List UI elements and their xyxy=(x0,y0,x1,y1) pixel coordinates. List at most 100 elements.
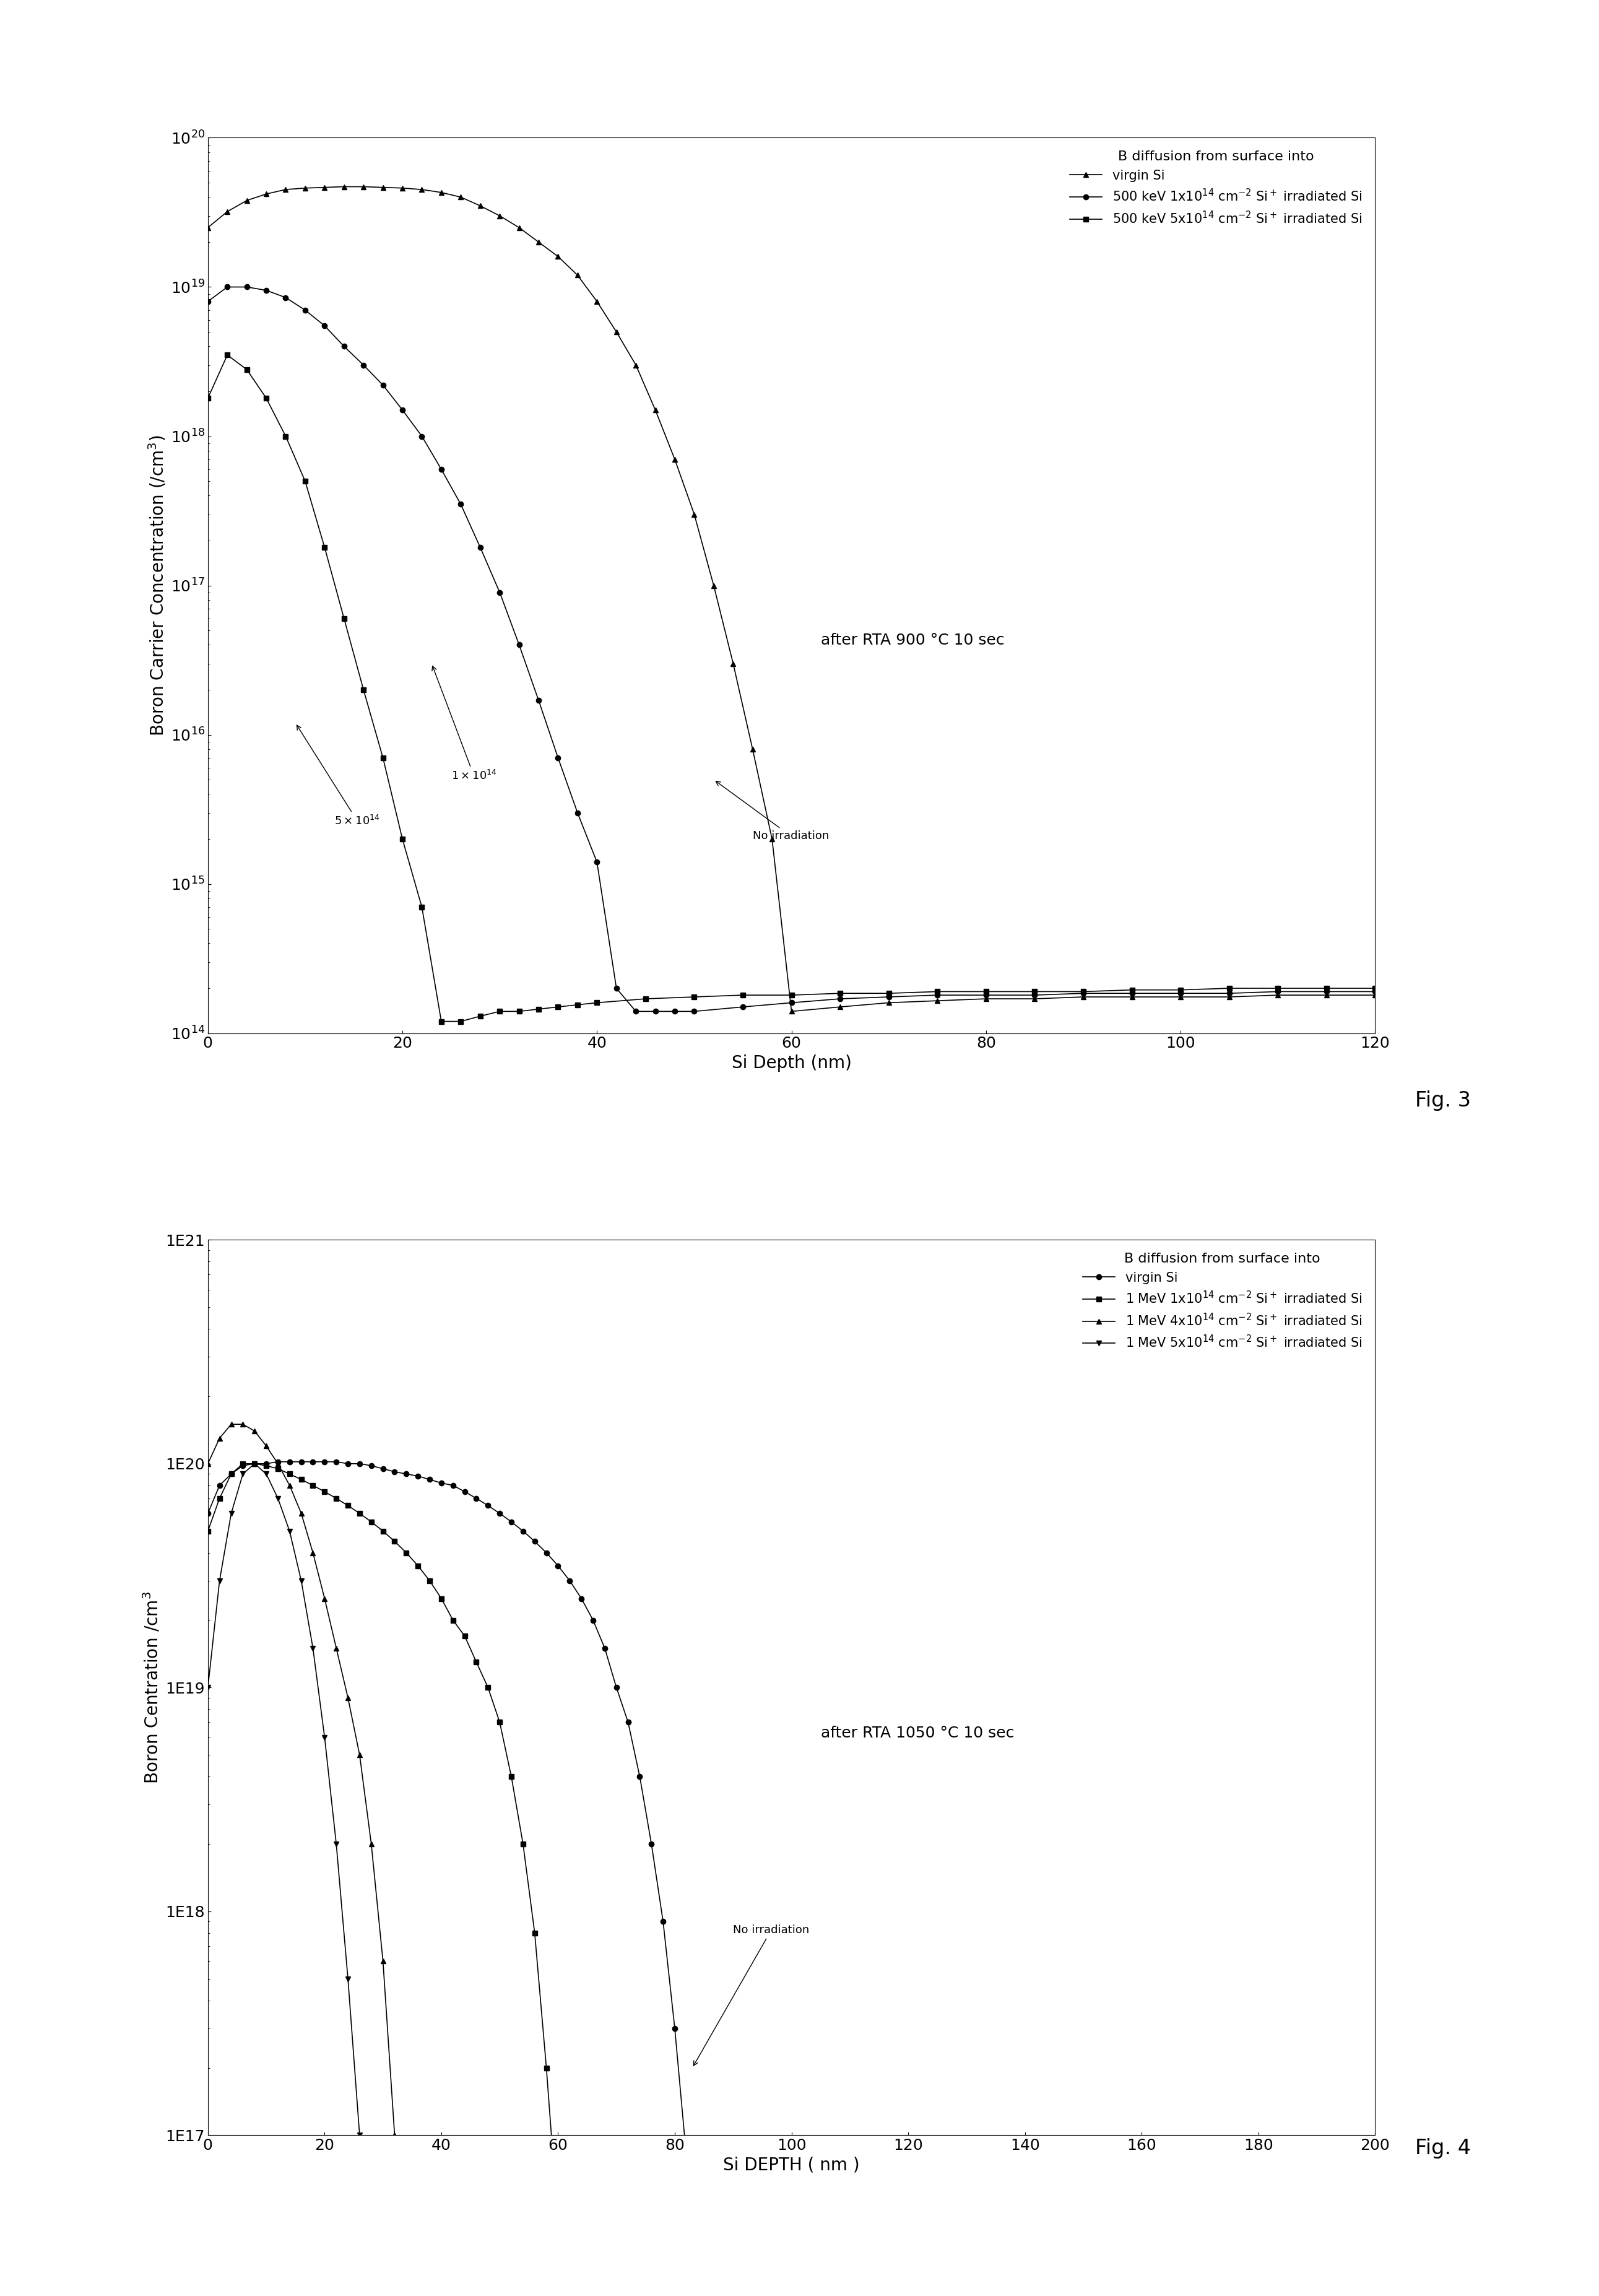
500 keV 1x10$^{14}$ cm$^{-2}$ Si$^+$ irradiated Si xyxy=(1075,980,1094,1008)
Text: after RTA 900 °C 10 sec: after RTA 900 °C 10 sec xyxy=(820,634,1004,647)
1 MeV 4x10$^{14}$ cm$^{-2}$ Si$^+$ irradiated Si xyxy=(233,1410,253,1437)
virgin Si xyxy=(744,735,763,762)
500 keV 1x10$^{14}$ cm$^{-2}$ Si$^+$ irradiated Si xyxy=(374,372,393,400)
virgin Si xyxy=(1366,980,1385,1008)
virgin Si xyxy=(548,1552,568,1580)
500 keV 5x10$^{14}$ cm$^{-2}$ Si$^+$ irradiated Si xyxy=(510,999,529,1026)
500 keV 1x10$^{14}$ cm$^{-2}$ Si$^+$ irradiated Si xyxy=(734,994,753,1022)
500 keV 5x10$^{14}$ cm$^{-2}$ Si$^+$ irradiated Si xyxy=(413,893,432,921)
1 MeV 4x10$^{14}$ cm$^{-2}$ Si$^+$ irradiated Si xyxy=(304,1538,323,1566)
1 MeV 5x10$^{14}$ cm$^{-2}$ Si$^+$ irradiated Si xyxy=(291,1566,310,1593)
500 keV 1x10$^{14}$ cm$^{-2}$ Si$^+$ irradiated Si xyxy=(587,850,606,877)
500 keV 5x10$^{14}$ cm$^{-2}$ Si$^+$ irradiated Si xyxy=(198,383,217,411)
1 MeV 1x10$^{14}$ cm$^{-2}$ Si$^+$ irradiated Si xyxy=(537,2055,556,2082)
virgin Si xyxy=(595,1635,614,1662)
1 MeV 4x10$^{14}$ cm$^{-2}$ Si$^+$ irradiated Si xyxy=(280,1472,299,1499)
virgin Si xyxy=(257,1451,277,1479)
Text: Fig. 4: Fig. 4 xyxy=(1415,2138,1471,2158)
virgin Si xyxy=(291,1449,310,1476)
500 keV 1x10$^{14}$ cm$^{-2}$ Si$^+$ irradiated Si xyxy=(353,351,373,379)
virgin Si xyxy=(689,2278,708,2296)
virgin Si xyxy=(334,172,353,200)
500 keV 1x10$^{14}$ cm$^{-2}$ Si$^+$ irradiated Si xyxy=(568,799,587,827)
500 keV 5x10$^{14}$ cm$^{-2}$ Si$^+$ irradiated Si xyxy=(1170,976,1190,1003)
500 keV 5x10$^{14}$ cm$^{-2}$ Si$^+$ irradiated Si xyxy=(734,980,753,1008)
500 keV 1x10$^{14}$ cm$^{-2}$ Si$^+$ irradiated Si xyxy=(927,980,947,1008)
1 MeV 4x10$^{14}$ cm$^{-2}$ Si$^+$ irradiated Si xyxy=(245,1417,264,1444)
virgin Si xyxy=(584,1607,603,1635)
virgin Si xyxy=(233,1451,253,1479)
virgin Si xyxy=(374,174,393,202)
500 keV 1x10$^{14}$ cm$^{-2}$ Si$^+$ irradiated Si xyxy=(529,687,548,714)
virgin Si xyxy=(510,214,529,241)
1 MeV 4x10$^{14}$ cm$^{-2}$ Si$^+$ irradiated Si xyxy=(209,1424,229,1451)
virgin Si xyxy=(443,1472,462,1499)
1 MeV 5x10$^{14}$ cm$^{-2}$ Si$^+$ irradiated Si xyxy=(269,1486,288,1513)
1 MeV 1x10$^{14}$ cm$^{-2}$ Si$^+$ irradiated Si xyxy=(548,2211,568,2239)
1 MeV 1x10$^{14}$ cm$^{-2}$ Si$^+$ irradiated Si xyxy=(315,1479,334,1506)
Line: 1 MeV 4x10$^{14}$ cm$^{-2}$ Si$^+$ irradiated Si: 1 MeV 4x10$^{14}$ cm$^{-2}$ Si$^+$ irrad… xyxy=(205,1421,397,2138)
virgin Si xyxy=(608,319,627,347)
virgin Si xyxy=(879,990,899,1017)
500 keV 1x10$^{14}$ cm$^{-2}$ Si$^+$ irradiated Si xyxy=(1025,980,1044,1008)
500 keV 1x10$^{14}$ cm$^{-2}$ Si$^+$ irradiated Si xyxy=(879,983,899,1010)
virgin Si xyxy=(198,1499,217,1527)
virgin Si xyxy=(198,214,217,241)
500 keV 5x10$^{14}$ cm$^{-2}$ Si$^+$ irradiated Si xyxy=(927,978,947,1006)
virgin Si xyxy=(630,1763,649,1791)
virgin Si xyxy=(587,287,606,315)
virgin Si xyxy=(676,2142,696,2170)
500 keV 5x10$^{14}$ cm$^{-2}$ Si$^+$ irradiated Si xyxy=(353,675,373,703)
1 MeV 1x10$^{14}$ cm$^{-2}$ Si$^+$ irradiated Si xyxy=(361,1508,381,1536)
500 keV 1x10$^{14}$ cm$^{-2}$ Si$^+$ irradiated Si xyxy=(334,333,353,360)
1 MeV 1x10$^{14}$ cm$^{-2}$ Si$^+$ irradiated Si xyxy=(489,1708,508,1736)
1 MeV 1x10$^{14}$ cm$^{-2}$ Si$^+$ irradiated Si xyxy=(385,1527,405,1554)
500 keV 1x10$^{14}$ cm$^{-2}$ Si$^+$ irradiated Si xyxy=(198,287,217,315)
virgin Si xyxy=(315,174,334,202)
virgin Si xyxy=(489,202,508,230)
virgin Si xyxy=(763,824,782,852)
500 keV 1x10$^{14}$ cm$^{-2}$ Si$^+$ irradiated Si xyxy=(217,273,237,301)
virgin Si xyxy=(315,1449,334,1476)
500 keV 5x10$^{14}$ cm$^{-2}$ Si$^+$ irradiated Si xyxy=(315,533,334,560)
virgin Si xyxy=(723,650,742,677)
virgin Si xyxy=(627,351,646,379)
virgin Si xyxy=(524,1527,544,1554)
virgin Si xyxy=(548,243,568,271)
1 MeV 5x10$^{14}$ cm$^{-2}$ Si$^+$ irradiated Si xyxy=(222,1499,241,1527)
virgin Si xyxy=(280,1449,299,1476)
500 keV 1x10$^{14}$ cm$^{-2}$ Si$^+$ irradiated Si xyxy=(782,990,801,1017)
Legend: virgin Si, 500 keV 1x10$^{14}$ cm$^{-2}$ Si$^+$ irradiated Si, 500 keV 5x10$^{14: virgin Si, 500 keV 1x10$^{14}$ cm$^{-2}$… xyxy=(1063,145,1369,232)
1 MeV 1x10$^{14}$ cm$^{-2}$ Si$^+$ irradiated Si xyxy=(524,1919,544,1947)
virgin Si xyxy=(432,1469,451,1497)
virgin Si xyxy=(353,172,373,200)
1 MeV 1x10$^{14}$ cm$^{-2}$ Si$^+$ irradiated Si xyxy=(502,1763,521,1791)
1 MeV 4x10$^{14}$ cm$^{-2}$ Si$^+$ irradiated Si xyxy=(350,1740,369,1768)
500 keV 1x10$^{14}$ cm$^{-2}$ Si$^+$ irradiated Si xyxy=(1366,978,1385,1006)
virgin Si xyxy=(385,1458,405,1486)
virgin Si xyxy=(304,1449,323,1476)
virgin Si xyxy=(217,197,237,225)
virgin Si xyxy=(665,2014,684,2041)
500 keV 1x10$^{14}$ cm$^{-2}$ Si$^+$ irradiated Si xyxy=(684,999,704,1026)
1 MeV 1x10$^{14}$ cm$^{-2}$ Si$^+$ irradiated Si xyxy=(257,1451,277,1479)
Legend: virgin Si, 1 MeV 1x10$^{14}$ cm$^{-2}$ Si$^+$ irradiated Si, 1 MeV 4x10$^{14}$ c: virgin Si, 1 MeV 1x10$^{14}$ cm$^{-2}$ S… xyxy=(1076,1247,1369,1357)
500 keV 1x10$^{14}$ cm$^{-2}$ Si$^+$ irradiated Si xyxy=(256,276,277,303)
500 keV 1x10$^{14}$ cm$^{-2}$ Si$^+$ irradiated Si xyxy=(413,422,432,450)
500 keV 1x10$^{14}$ cm$^{-2}$ Si$^+$ irradiated Si xyxy=(489,579,508,606)
500 keV 1x10$^{14}$ cm$^{-2}$ Si$^+$ irradiated Si xyxy=(1170,980,1190,1008)
1 MeV 1x10$^{14}$ cm$^{-2}$ Si$^+$ irradiated Si xyxy=(478,1674,497,1701)
500 keV 5x10$^{14}$ cm$^{-2}$ Si$^+$ irradiated Si xyxy=(277,422,296,450)
virgin Si xyxy=(489,1499,508,1527)
Text: No irradiation: No irradiation xyxy=(694,1924,809,2066)
virgin Si xyxy=(326,1449,345,1476)
Line: virgin Si: virgin Si xyxy=(205,184,1378,1015)
500 keV 5x10$^{14}$ cm$^{-2}$ Si$^+$ irradiated Si xyxy=(1025,978,1044,1006)
1 MeV 1x10$^{14}$ cm$^{-2}$ Si$^+$ irradiated Si xyxy=(280,1460,299,1488)
Text: $1 \times 10^{14}$: $1 \times 10^{14}$ xyxy=(432,666,497,783)
virgin Si xyxy=(296,174,315,202)
virgin Si xyxy=(1268,980,1287,1008)
virgin Si xyxy=(277,177,296,204)
1 MeV 1x10$^{14}$ cm$^{-2}$ Si$^+$ irradiated Si xyxy=(374,1518,393,1545)
500 keV 1x10$^{14}$ cm$^{-2}$ Si$^+$ irradiated Si xyxy=(315,312,334,340)
